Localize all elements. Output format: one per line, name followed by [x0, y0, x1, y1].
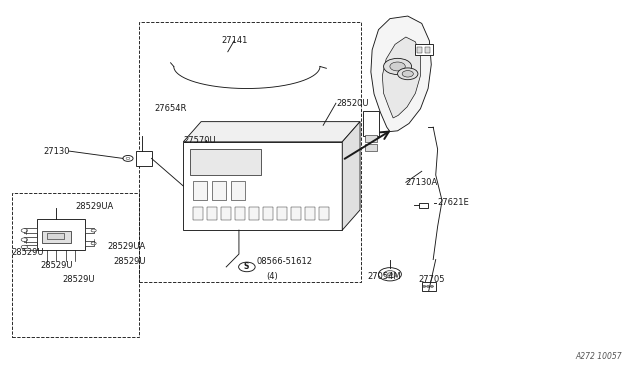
Polygon shape	[183, 122, 360, 142]
Text: 28529U: 28529U	[113, 257, 146, 266]
Bar	[249, 207, 259, 219]
Text: 27141: 27141	[221, 36, 247, 45]
Bar	[291, 207, 301, 219]
Text: 27654R: 27654R	[155, 104, 187, 113]
Circle shape	[402, 71, 413, 77]
Bar	[189, 149, 261, 176]
Bar	[47, 232, 63, 240]
Bar	[417, 47, 422, 53]
Bar	[84, 228, 93, 233]
Bar	[136, 151, 152, 166]
Text: 28529U: 28529U	[40, 260, 73, 270]
Bar	[415, 44, 433, 55]
Circle shape	[397, 68, 418, 80]
Bar	[365, 135, 376, 142]
Circle shape	[390, 62, 405, 71]
Bar	[276, 207, 287, 219]
Text: 28529UA: 28529UA	[107, 242, 145, 251]
Circle shape	[21, 238, 28, 241]
Bar	[42, 231, 71, 243]
Bar	[24, 228, 37, 233]
Bar	[221, 207, 231, 219]
Circle shape	[387, 273, 392, 276]
Circle shape	[383, 58, 412, 74]
Text: (4): (4)	[266, 272, 278, 280]
Bar	[305, 207, 315, 219]
Text: 27130A: 27130A	[406, 178, 438, 187]
Bar	[193, 181, 207, 200]
Circle shape	[422, 285, 426, 287]
Circle shape	[126, 157, 130, 160]
Circle shape	[426, 285, 429, 287]
Bar	[84, 241, 93, 246]
Polygon shape	[342, 122, 360, 230]
Text: 27621E: 27621E	[438, 198, 469, 207]
Bar	[183, 142, 342, 230]
Circle shape	[239, 262, 255, 272]
Bar	[263, 207, 273, 219]
Bar	[422, 282, 436, 291]
Bar	[207, 207, 217, 219]
Bar	[37, 219, 84, 250]
Circle shape	[383, 270, 396, 278]
Bar	[212, 181, 226, 200]
Circle shape	[91, 229, 96, 232]
Bar	[235, 207, 245, 219]
Circle shape	[430, 285, 433, 287]
Bar	[139, 22, 362, 282]
Bar	[364, 110, 379, 137]
Bar	[419, 202, 428, 208]
Circle shape	[21, 229, 28, 232]
Text: 27130: 27130	[44, 147, 70, 155]
Bar	[425, 47, 430, 53]
Text: 28520U: 28520U	[336, 99, 369, 108]
Bar	[24, 245, 37, 250]
Text: 27570U: 27570U	[183, 135, 216, 144]
Bar	[12, 193, 139, 337]
Bar	[365, 144, 376, 151]
Bar	[319, 207, 329, 219]
Text: 08566-51612: 08566-51612	[257, 257, 312, 266]
Bar	[193, 207, 203, 219]
Circle shape	[123, 155, 133, 161]
Text: 27705: 27705	[419, 275, 445, 284]
Circle shape	[21, 245, 28, 249]
Text: S: S	[244, 262, 249, 272]
Circle shape	[91, 242, 96, 245]
Text: 28529U: 28529U	[63, 275, 95, 284]
Text: 28529UA: 28529UA	[76, 202, 113, 211]
Text: A272 10057: A272 10057	[575, 352, 622, 361]
Bar	[24, 237, 37, 242]
Polygon shape	[371, 16, 431, 132]
Bar	[231, 181, 245, 200]
Text: 27054M: 27054M	[368, 272, 401, 280]
Polygon shape	[382, 37, 420, 118]
Circle shape	[378, 268, 401, 281]
Text: 28529U: 28529U	[12, 248, 44, 257]
